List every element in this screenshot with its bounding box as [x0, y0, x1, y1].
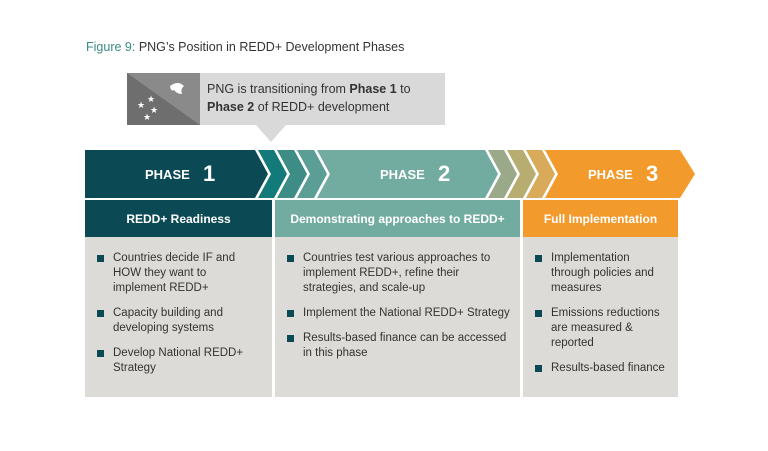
svg-text:★: ★ — [137, 100, 145, 110]
phase-2-list: Countries test various approaches to imp… — [275, 237, 520, 397]
callout-text: PNG is transitioning from Phase 1 to Pha… — [207, 82, 411, 114]
list-item: Results-based finance — [535, 361, 668, 376]
phase-1-label: PHASE — [145, 167, 190, 182]
phase-1-heading: REDD+ Readiness — [85, 200, 272, 237]
list-item: Countries decide IF and HOW they want to… — [97, 251, 262, 296]
list-item: Results-based finance can be accessed in… — [287, 331, 510, 361]
figure-title: Figure 9: PNG’s Position in REDD+ Develo… — [86, 40, 405, 54]
phase-2-number: 2 — [438, 161, 451, 186]
list-item: Implement the National REDD+ Strategy — [287, 306, 510, 321]
bullet-icon — [97, 350, 104, 357]
list-item: Implementation through policies and meas… — [535, 251, 668, 296]
phase-3-arrow — [545, 150, 695, 198]
bullet-icon — [97, 255, 104, 262]
phase-3-heading: Full Implementation — [523, 200, 678, 237]
bullet-icon — [97, 310, 104, 317]
phase-1-number: 1 — [203, 161, 216, 186]
png-flag-icon: ★★★★ — [127, 73, 200, 125]
phase-1-list: Countries decide IF and HOW they want to… — [85, 237, 272, 397]
callout-pointer — [256, 125, 286, 142]
list-item: Develop National REDD+ Strategy — [97, 346, 262, 376]
list-item: Countries test various approaches to imp… — [287, 251, 510, 296]
bullet-icon — [287, 255, 294, 262]
list-item: Emissions reductions are measured & repo… — [535, 306, 668, 351]
phase-1-arrow — [85, 150, 268, 198]
phase-2-heading: Demonstrating approaches to REDD+ — [275, 200, 520, 237]
phase-3-number: 3 — [646, 161, 659, 186]
svg-text:★: ★ — [143, 112, 151, 122]
bullet-icon — [535, 310, 542, 317]
bullet-icon — [287, 335, 294, 342]
phase-3-list: Implementation through policies and meas… — [523, 237, 678, 397]
bullet-icon — [535, 255, 542, 262]
svg-text:★: ★ — [150, 105, 158, 115]
phase-3-label: PHASE — [588, 167, 633, 182]
bullet-icon — [287, 310, 294, 317]
bullet-icon — [535, 365, 542, 372]
phase-2-arrow — [317, 150, 498, 198]
list-item: Capacity building and developing systems — [97, 306, 262, 336]
phase-2-label: PHASE — [380, 167, 425, 182]
svg-text:★: ★ — [147, 94, 155, 104]
